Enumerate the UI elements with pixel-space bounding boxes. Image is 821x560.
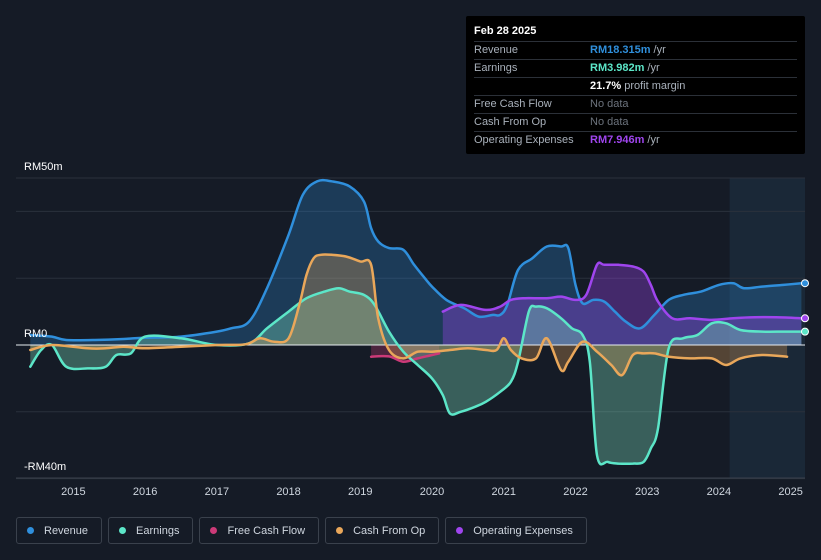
tooltip-row-unit: /yr [653,44,666,56]
y-tick-label: RM50m [24,161,63,173]
x-tick-label: 2015 [61,486,85,498]
tooltip-row-label: Cash From Op [474,116,547,128]
x-tick-label: 2017 [205,486,229,498]
gridlines [16,177,805,480]
legend-item-cash-from-op[interactable]: Cash From Op [325,517,440,544]
tooltip-panel: Feb 28 2025 Revenue RM18.315m/yr Earnings R… [466,16,805,154]
x-tick-label: 2020 [420,486,444,498]
tooltip-row: Revenue RM18.315m/yr [474,41,797,59]
tooltip-row-unit: /yr [647,134,660,146]
end-marker-operating-expenses [801,314,809,323]
x-tick-label: 2022 [563,486,587,498]
legend-dot-icon [210,527,218,534]
legend-label: Cash From Op [353,524,426,537]
legend-item-revenue[interactable]: Revenue [16,517,103,544]
x-tick-label: 2018 [276,486,300,498]
series-line-operating-expenses [441,261,803,322]
tooltip-row: 21.7% profit margin [474,77,797,95]
series-line-cash-from-op [29,253,789,377]
tooltip-row: Free Cash Flow No data [474,95,797,113]
tooltip-row-unit: /yr [647,62,660,74]
forecast-band [729,178,805,478]
x-tick-label: 2021 [492,486,516,498]
legend-dot-icon [456,527,464,534]
tooltip-row-value: No data [590,116,629,128]
tooltip-row-value: RM7.946m [590,134,645,146]
legend-label: Free Cash Flow [227,524,306,537]
legend-label: Revenue [44,524,89,537]
legend-item-operating-expenses[interactable]: Operating Expenses [445,517,587,544]
tooltip-row-label: Revenue [474,44,519,56]
tooltip-row-label [474,78,590,95]
tooltip-row-label: Free Cash Flow [474,98,552,110]
tooltip-row: Operating Expenses RM7.946m/yr [474,131,797,149]
tooltip-row-value: 21.7% [590,80,622,92]
series-area-earnings [30,288,802,465]
x-tick-label: 2016 [133,486,157,498]
legend-item-free-cash-flow[interactable]: Free Cash Flow [199,517,320,544]
tooltip-row: Cash From Op No data [474,113,797,131]
legend-dot-icon [27,527,34,534]
end-markers [801,279,809,336]
tooltip-row-value: No data [590,98,629,110]
tooltip-row: Earnings RM3.982m/yr [474,59,797,77]
x-tick-label: 2024 [707,486,731,498]
y-axis: RM50m RM0 -RM40m [24,161,66,473]
tooltip-row-value: RM3.982m [590,62,645,74]
series-line-free-cash-flow [369,352,441,363]
x-tick-label: 2023 [635,486,659,498]
tooltip-row-unit: profit margin [624,80,686,92]
legend-dot-icon [336,527,344,534]
tooltip-row-value: RM18.315m [590,44,651,56]
tooltip-row-label: Earnings [474,62,518,74]
x-tick-label: 2025 [778,486,802,498]
series-area-revenue [30,180,802,345]
end-marker-revenue [801,279,809,288]
tooltip-rows: Revenue RM18.315m/yr Earnings RM3.982m/yr 21… [474,41,797,149]
legend-label: Operating Expenses [473,524,573,537]
y-tick-label: RM0 [24,328,47,340]
legend-dot-icon [119,527,127,534]
legend-item-earnings[interactable]: Earnings [108,517,194,544]
chart-legend: Revenue Earnings Free Cash Flow Cash From O… [16,517,587,546]
x-axis: 2015 2016 2017 2018 2019 2020 2021 2022 2023 2024… [61,486,803,498]
tooltip-date: Feb 28 2025 [474,25,537,37]
series-line-earnings [29,286,803,466]
tooltip-row-label: Operating Expenses [474,134,574,146]
legend-label: Earnings [136,524,180,537]
series-lines [29,178,803,466]
y-tick-label: -RM40m [24,461,66,473]
x-tick-label: 2019 [348,486,372,498]
series-areas [30,180,802,465]
end-marker-earnings [801,327,809,336]
